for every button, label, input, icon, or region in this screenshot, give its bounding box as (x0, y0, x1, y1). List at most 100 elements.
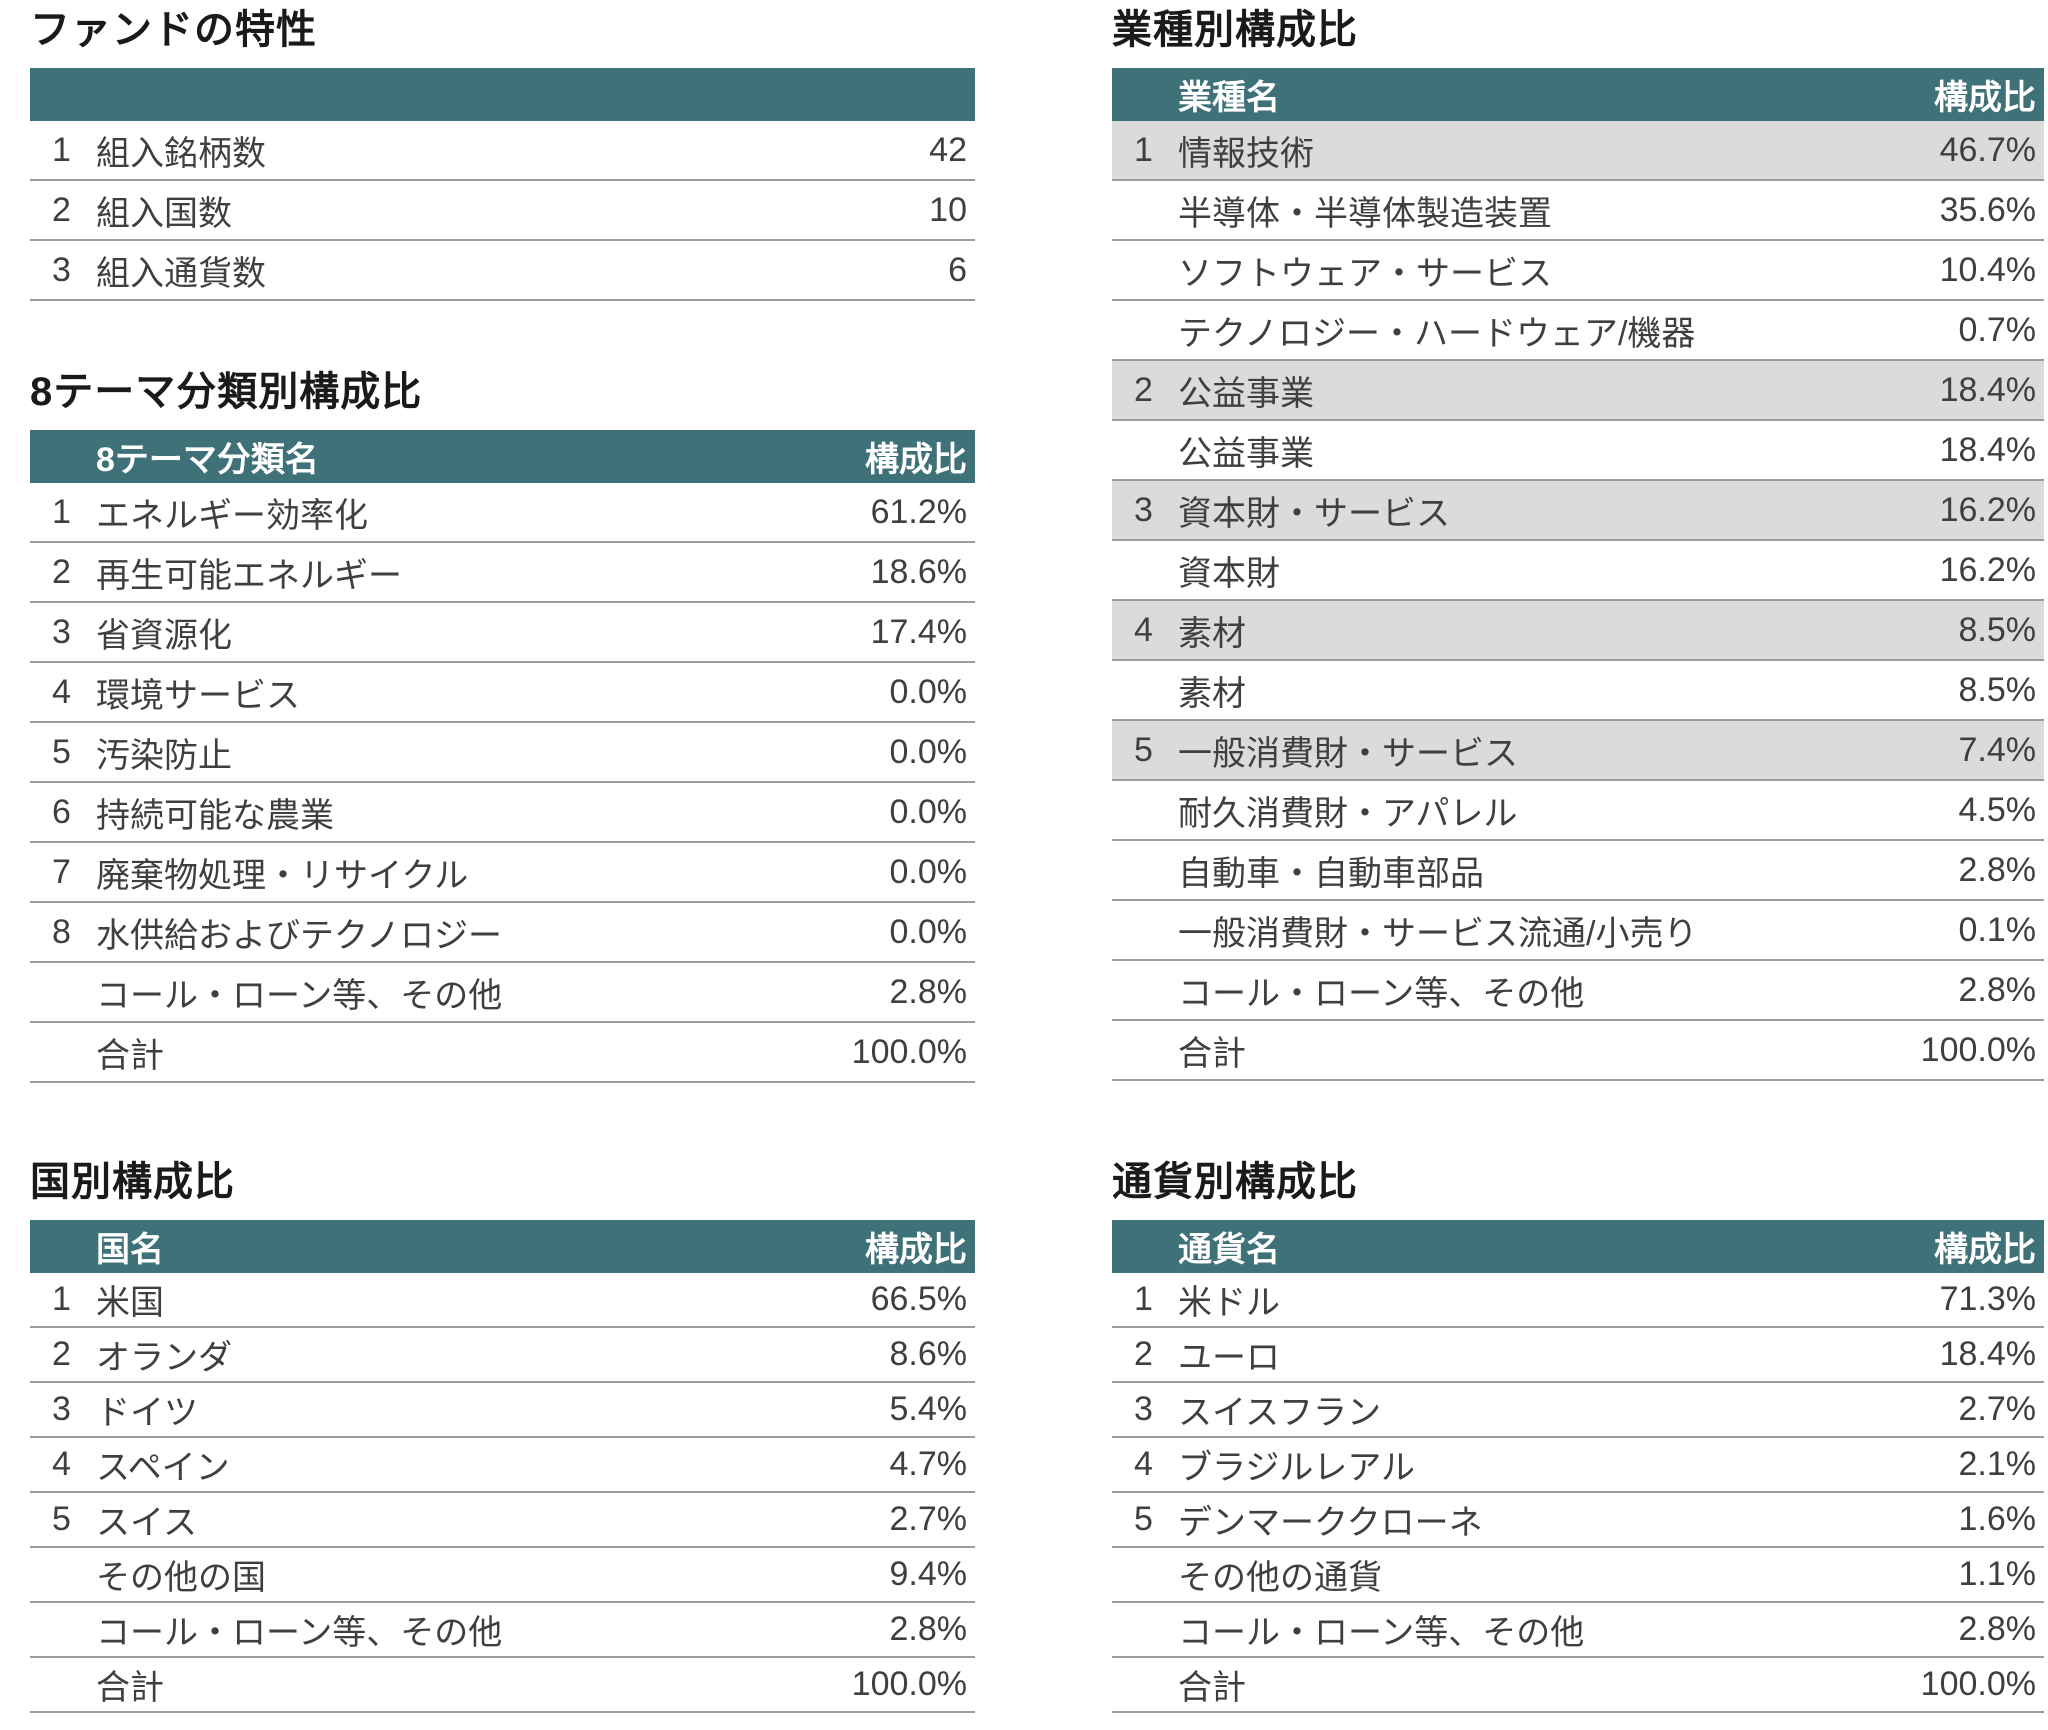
row-label: 合計 (1178, 1669, 1246, 1707)
fund-characteristics-table: ファンドの特性 1 組入銘柄数 42 2 組入国数 10 3 組入通貨数 6 (30, 6, 975, 301)
row-label: 資本財・サービス (1178, 494, 1450, 533)
table-row: 6 持続可能な農業 0.0% (30, 783, 975, 843)
row-value: 0.0% (889, 912, 968, 951)
row-label: 素材 (1178, 674, 1246, 713)
row-value: 46.7% (1939, 130, 2036, 169)
row-number: 5 (52, 1500, 71, 1538)
row-number: 4 (1134, 1445, 1153, 1483)
row-number: 2 (52, 190, 71, 229)
row-value: 10 (929, 190, 967, 229)
header-col-label: 業種名 (1178, 79, 1280, 117)
row-label: コール・ローン等、その他 (96, 976, 503, 1015)
table-row: 2 ユーロ 18.4% (1112, 1328, 2044, 1383)
table-row: 1 情報技術 46.7% (1112, 121, 2044, 181)
row-label: 廃棄物処理・リサイクル (96, 856, 469, 895)
row-label: 自動車・自動車部品 (1178, 854, 1484, 893)
table-row: 3 組入通貨数 6 (30, 241, 975, 301)
table-row: 8 水供給およびテクノロジー 0.0% (30, 903, 975, 963)
row-value: 1.6% (1958, 1500, 2037, 1538)
row-number: 1 (1134, 1280, 1153, 1318)
row-label: 汚染防止 (96, 736, 232, 775)
country-composition-header: 国名 構成比 (30, 1220, 975, 1273)
table-row: 5 デンマーククローネ 1.6% (1112, 1493, 2044, 1548)
table-row: 3 省資源化 17.4% (30, 603, 975, 663)
row-value: 4.7% (889, 1445, 968, 1483)
row-value: 16.2% (1939, 490, 2036, 529)
row-label: オランダ (96, 1339, 232, 1377)
table-row: 半導体・半導体製造装置 35.6% (1112, 181, 2044, 241)
row-label: 組入銘柄数 (96, 134, 266, 173)
row-value: 16.2% (1939, 550, 2036, 589)
row-value: 100.0% (851, 1665, 967, 1703)
table-row: 1 米国 66.5% (30, 1273, 975, 1328)
row-value: 10.4% (1939, 250, 2036, 289)
table-row: 自動車・自動車部品 2.8% (1112, 841, 2044, 901)
currency-composition-title: 通貨別構成比 (1112, 1160, 1358, 1204)
row-number: 3 (52, 250, 71, 289)
row-number: 3 (1134, 490, 1153, 529)
table-row: ソフトウェア・サービス 10.4% (1112, 241, 2044, 301)
row-value: 18.4% (1939, 370, 2036, 409)
row-number: 8 (52, 912, 71, 951)
row-value: 71.3% (1939, 1280, 2036, 1318)
row-number: 5 (1134, 1500, 1153, 1538)
table-row: テクノロジー・ハードウェア/機器 0.7% (1112, 301, 2044, 361)
table-row: 合計 100.0% (30, 1658, 975, 1713)
row-value: 0.0% (889, 792, 968, 831)
table-row: 7 廃棄物処理・リサイクル 0.0% (30, 843, 975, 903)
row-number: 1 (1134, 130, 1153, 169)
row-number: 4 (52, 1445, 71, 1483)
row-value: 0.0% (889, 732, 968, 771)
table-row: 4 素材 8.5% (1112, 601, 2044, 661)
table-row: 耐久消費財・アパレル 4.5% (1112, 781, 2044, 841)
row-label: コール・ローン等、その他 (1178, 1614, 1585, 1652)
row-label: 組入通貨数 (96, 254, 266, 293)
row-label: ソフトウェア・サービス (1178, 254, 1552, 293)
table-row: 4 環境サービス 0.0% (30, 663, 975, 723)
row-label: その他の国 (96, 1559, 266, 1597)
row-label: 合計 (1178, 1034, 1246, 1073)
table-row: 合計 100.0% (30, 1023, 975, 1083)
row-label: 省資源化 (96, 616, 232, 655)
industry-composition-header: 業種名 構成比 (1112, 68, 2044, 121)
row-value: 2.1% (1958, 1445, 2037, 1483)
table-row: 資本財 16.2% (1112, 541, 2044, 601)
row-value: 100.0% (851, 1032, 967, 1071)
table-row: 2 オランダ 8.6% (30, 1328, 975, 1383)
currency-composition-body: 1 米ドル 71.3% 2 ユーロ 18.4% 3 スイスフラン 2.7% 4 ブラジルレアル 2.1… (1112, 1273, 2044, 1713)
currency-composition-table: 通貨別構成比 通貨名 構成比 1 米ドル 71.3% 2 ユーロ 18.4% 3 スイスフラン… (1112, 1158, 2044, 1713)
row-value: 0.0% (889, 852, 968, 891)
row-value: 5.4% (889, 1390, 968, 1428)
row-number: 2 (52, 552, 71, 591)
header-col-label: 国名 (96, 1231, 164, 1269)
row-label: 再生可能エネルギー (96, 556, 402, 595)
row-label: 組入国数 (96, 194, 232, 233)
row-label: 環境サービス (96, 676, 300, 715)
country-composition-table: 国別構成比 国名 構成比 1 米国 66.5% 2 オランダ 8.6% 3 ドイツ 5.4% 4 ス… (30, 1158, 975, 1713)
row-value: 8.5% (1958, 670, 2037, 709)
row-value: 2.7% (889, 1500, 968, 1538)
table-row: 素材 8.5% (1112, 661, 2044, 721)
row-number: 7 (52, 852, 71, 891)
row-value: 4.5% (1958, 790, 2037, 829)
row-label: 資本財 (1178, 554, 1280, 593)
theme-composition-title: 8テーマ分類別構成比 (30, 370, 423, 414)
row-number: 4 (52, 672, 71, 711)
table-row: 3 ドイツ 5.4% (30, 1383, 975, 1438)
row-value: 8.5% (1958, 610, 2037, 649)
row-label: 水供給およびテクノロジー (96, 916, 502, 955)
header-col-value: 構成比 (1934, 79, 2036, 117)
row-label: 合計 (96, 1669, 164, 1707)
table-row: 5 汚染防止 0.0% (30, 723, 975, 783)
header-col-value: 構成比 (865, 441, 967, 479)
row-label: その他の通貨 (1178, 1559, 1382, 1597)
fund-characteristics-header (30, 68, 975, 121)
row-value: 18.6% (870, 552, 967, 591)
row-value: 42 (929, 130, 967, 169)
row-value: 0.7% (1958, 310, 2037, 349)
header-col-label: 通貨名 (1178, 1231, 1280, 1269)
table-row: 一般消費財・サービス流通/小売り 0.1% (1112, 901, 2044, 961)
row-label: 公益事業 (1178, 434, 1314, 473)
row-label: デンマーククローネ (1178, 1504, 1483, 1542)
table-row: 1 組入銘柄数 42 (30, 121, 975, 181)
